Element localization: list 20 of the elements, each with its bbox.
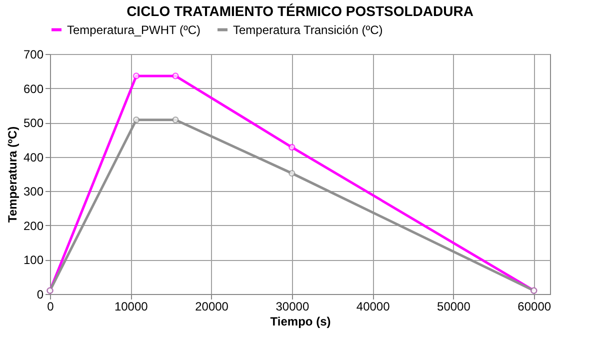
x-tick-label: 10000 <box>114 300 148 314</box>
y-tick-label: 200 <box>23 218 44 233</box>
y-tick-label: 700 <box>23 48 44 62</box>
y-tick-label: 500 <box>23 116 44 130</box>
x-axis-title: Tiempo (s) <box>270 314 331 328</box>
x-tick-label: 20000 <box>195 300 229 314</box>
y-tick-label: 600 <box>23 82 44 96</box>
chart-title: CICLO TRATAMIENTO TÉRMICO POSTSOLDADURA <box>126 3 474 19</box>
x-tick-label: 60000 <box>518 300 552 314</box>
y-tick-label: 100 <box>23 253 44 268</box>
y-tick-label: 400 <box>23 150 44 164</box>
legend-label: Temperatura Transición (ºC) <box>233 22 383 37</box>
legend-label: Temperatura_PWHT (ºC) <box>67 22 201 37</box>
x-tick-label: 50000 <box>437 300 471 314</box>
x-tick-label: 30000 <box>276 300 310 314</box>
x-tick-label: 0 <box>47 300 54 314</box>
y-tick-label: 300 <box>23 184 44 199</box>
y-tick-label: 0 <box>36 288 44 302</box>
y-axis-title: Temperatura (ºC) <box>5 126 20 223</box>
x-tick-label: 40000 <box>356 300 390 314</box>
